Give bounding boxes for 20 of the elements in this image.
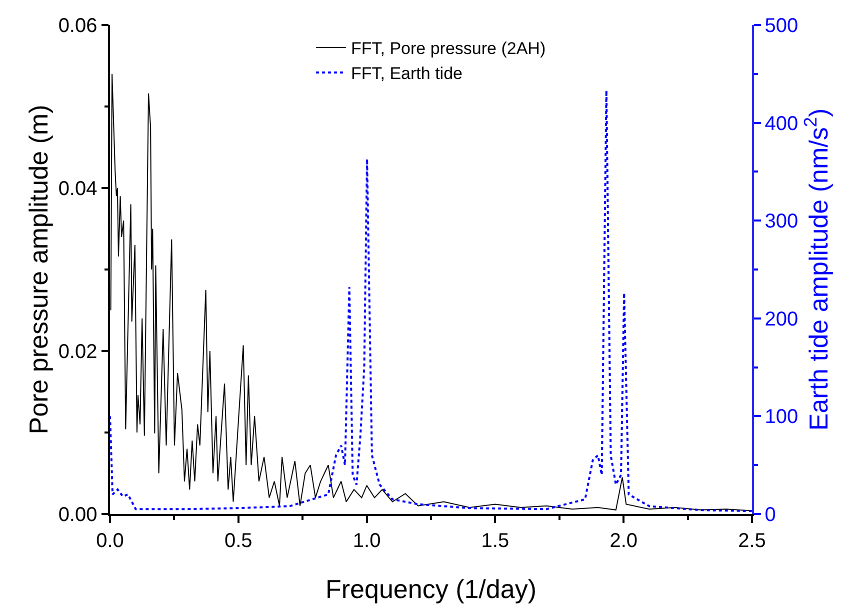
y-tick-label: 0.04 bbox=[58, 178, 98, 200]
legend-label: FFT, Earth tide bbox=[351, 64, 462, 84]
legend-label: FFT, Pore pressure (2AH) bbox=[351, 39, 546, 58]
y2-tick-label: 100 bbox=[764, 406, 798, 428]
x-tick-label: 1.5 bbox=[481, 530, 510, 552]
y-tick-label: 0.02 bbox=[58, 341, 98, 363]
y2-tick-label: 0 bbox=[764, 504, 776, 526]
x-axis-title: Frequency (1/day) bbox=[326, 574, 536, 604]
x-tick-label: 1.0 bbox=[352, 530, 381, 552]
y-tick-label: 0.00 bbox=[58, 504, 98, 526]
y2-tick-label: 200 bbox=[764, 308, 798, 330]
y-axis-title: Pore pressure amplitude (m) bbox=[24, 104, 54, 434]
x-tick-label: 0.0 bbox=[96, 530, 124, 552]
x-tick-label: 0.5 bbox=[224, 530, 252, 552]
y2-tick-label: 500 bbox=[764, 15, 798, 37]
x-tick-label: 2.0 bbox=[610, 530, 638, 552]
y2-tick-label: 400 bbox=[764, 112, 798, 135]
x-tick-label: 2.5 bbox=[738, 530, 766, 552]
y2-tick-label: 300 bbox=[764, 210, 798, 233]
y-tick-label: 0.06 bbox=[58, 15, 98, 37]
